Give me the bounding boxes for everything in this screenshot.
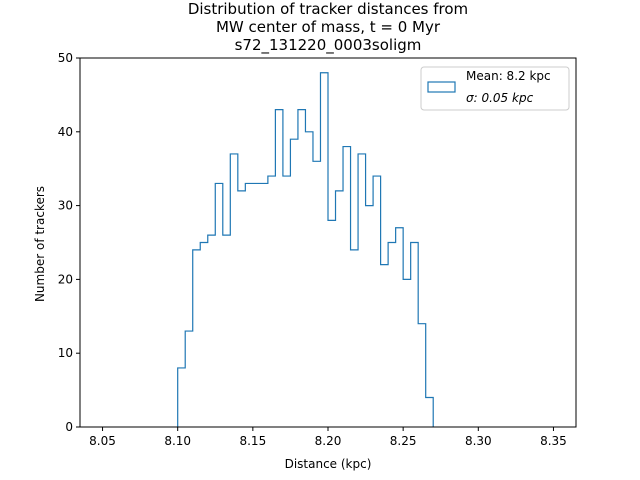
histogram-bin (381, 265, 389, 427)
x-tick-label: 8.35 (540, 434, 567, 448)
histogram-bin (426, 397, 434, 427)
legend-entry-mean: Mean: 8.2 kpc (466, 69, 551, 83)
histogram-bin (403, 279, 411, 427)
histogram-bin (230, 154, 238, 427)
legend-swatch (427, 81, 456, 93)
title-line-1: Distribution of tracker distances from (188, 0, 468, 18)
x-tick-label: 8.20 (315, 434, 342, 448)
histogram-bin (373, 176, 381, 427)
histogram-bin (193, 250, 201, 427)
legend: Mean: 8.2 kpc σ: 0.05 kpc (420, 66, 570, 111)
histogram-bin (178, 368, 186, 427)
histogram-bin (336, 191, 344, 427)
y-tick-label: 40 (58, 125, 73, 139)
y-tick-label: 30 (58, 199, 73, 213)
x-axis-label: Distance (kpc) (285, 457, 372, 471)
histogram-bin (343, 147, 351, 427)
histogram-bin (305, 132, 313, 427)
histogram-bin (283, 176, 291, 427)
histogram-bin (366, 206, 374, 427)
histogram-bin (298, 110, 306, 427)
y-axis-label: Number of trackers (33, 186, 47, 302)
histogram-bin (268, 176, 276, 427)
chart-title: Distribution of tracker distances from M… (188, 0, 468, 55)
histogram-bin (290, 139, 298, 427)
legend-entry-sigma: σ: 0.05 kpc (466, 91, 534, 105)
histogram-bin (253, 183, 261, 427)
histogram-bin (313, 161, 321, 427)
y-tick-label: 10 (58, 346, 73, 360)
histogram-bin (238, 191, 246, 427)
legend-frame (420, 66, 570, 111)
y-tick-label: 20 (58, 272, 73, 286)
histogram-bin (396, 228, 404, 427)
plot-area (79, 57, 577, 428)
histogram-bin (245, 183, 253, 427)
histogram-bin (358, 154, 366, 427)
histogram-bin (275, 110, 283, 427)
histogram-bin (185, 331, 193, 427)
histogram-bin (418, 324, 426, 427)
title-line-2: MW center of mass, t = 0 Myr (216, 18, 441, 36)
x-tick-label: 8.15 (239, 434, 266, 448)
histogram-bin (328, 220, 336, 427)
x-tick-label: 8.30 (465, 434, 492, 448)
histogram-bin (411, 243, 419, 428)
x-axis-ticks: 8.05 8.10 8.15 8.20 8.25 8.30 8.35 (89, 427, 567, 448)
histogram-bin (388, 243, 396, 428)
histogram-bin (208, 235, 216, 427)
histogram-bin (200, 243, 208, 428)
x-tick-label: 8.25 (390, 434, 417, 448)
histogram-bin (260, 183, 268, 427)
x-tick-label: 8.10 (164, 434, 191, 448)
histogram-outline (177, 72, 434, 427)
title-line-3: s72_131220_0003soligm (235, 36, 422, 55)
histogram-bin (223, 235, 231, 427)
x-tick-label: 8.05 (89, 434, 116, 448)
y-tick-label: 0 (65, 420, 73, 434)
histogram-bin (351, 250, 359, 427)
histogram-bin (320, 73, 328, 427)
y-tick-label: 50 (58, 51, 73, 65)
y-axis-ticks: 0 10 20 30 40 50 (58, 51, 80, 434)
histogram-bin (215, 183, 223, 427)
